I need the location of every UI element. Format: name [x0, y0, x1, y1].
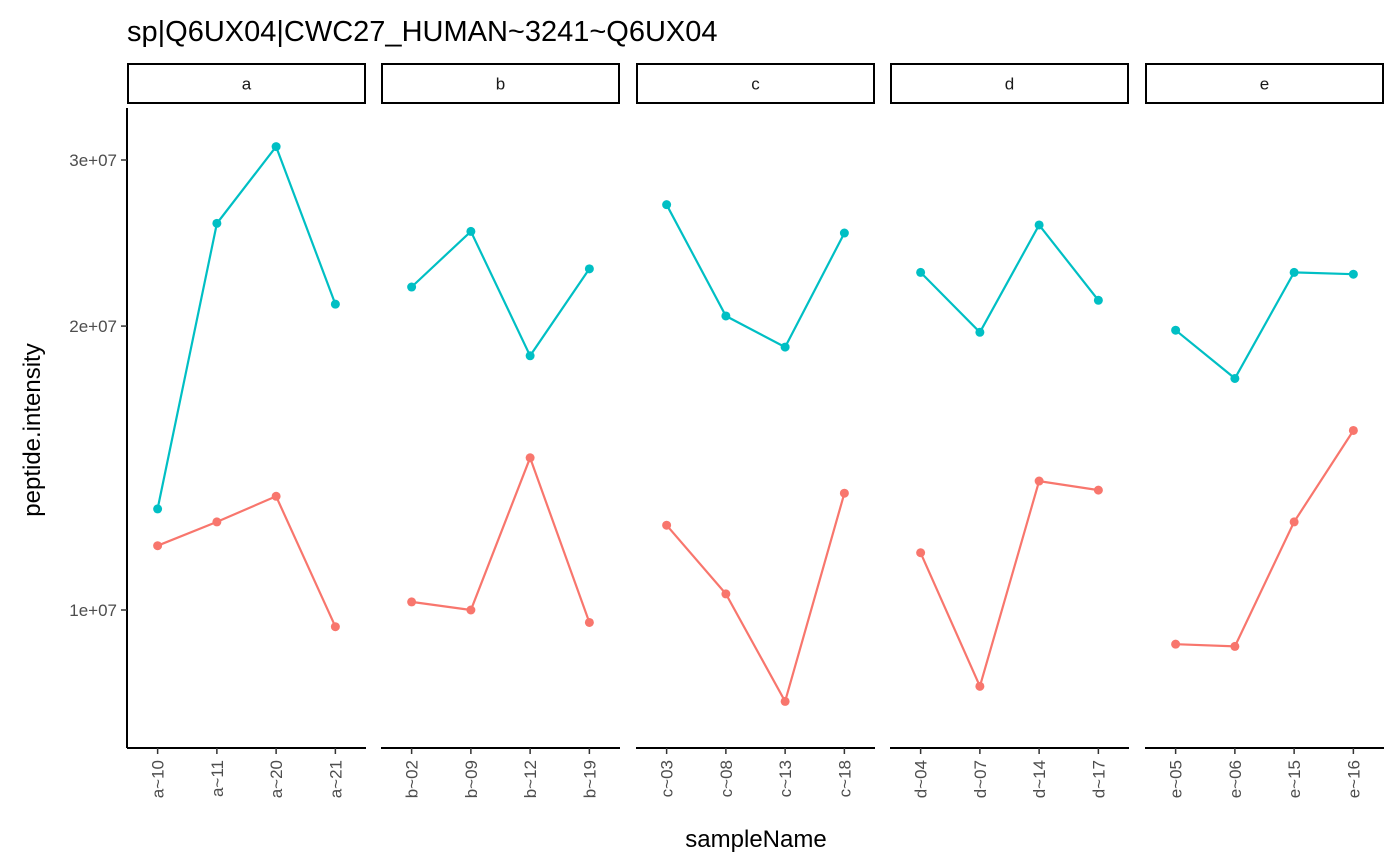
data-point — [975, 681, 985, 691]
x-tick-label: a~20 — [267, 760, 286, 798]
data-point — [721, 589, 731, 599]
x-tick-label: e~05 — [1167, 760, 1186, 798]
facet-strip — [890, 63, 1129, 104]
x-tick-label: e~15 — [1285, 760, 1304, 798]
x-tick-label: b~09 — [462, 760, 481, 798]
data-point — [525, 453, 535, 463]
y-tick-label: 1e+07 — [69, 601, 117, 620]
x-tick-label: e~16 — [1344, 760, 1363, 798]
facet-strip — [636, 63, 875, 104]
data-point — [466, 226, 476, 236]
series-line — [919, 223, 1100, 335]
series-line — [411, 454, 591, 623]
data-point — [153, 504, 163, 514]
series-line — [157, 494, 337, 628]
chart-title: sp|Q6UX04|CWC27_HUMAN~3241~Q6UX04 — [127, 16, 718, 48]
series-line — [1175, 429, 1355, 648]
x-tick-label: d~07 — [971, 760, 990, 798]
series-line — [665, 204, 846, 349]
data-point — [1034, 476, 1044, 486]
facet-strip-label: d — [1005, 75, 1014, 94]
data-point — [1093, 295, 1103, 305]
series-line — [156, 144, 337, 510]
x-tick-label: b~19 — [580, 760, 599, 798]
y-tick-label: 2e+07 — [69, 317, 117, 336]
data-point — [780, 342, 790, 352]
data-point — [721, 311, 731, 321]
x-tick-label: a~11 — [208, 760, 227, 797]
data-point — [1171, 639, 1181, 649]
x-tick-label: c~18 — [835, 760, 854, 797]
x-tick-label: a~10 — [149, 760, 168, 798]
data-point — [1230, 641, 1240, 651]
x-tick-label: a~21 — [326, 760, 345, 798]
x-tick-label: c~03 — [658, 760, 677, 797]
data-point — [525, 351, 535, 361]
data-point — [271, 142, 281, 152]
y-axis-title: peptide.intensity — [19, 343, 46, 516]
facet-strip — [127, 63, 366, 104]
x-tick-label: d~04 — [912, 760, 931, 798]
data-point — [584, 264, 594, 274]
data-point — [466, 605, 476, 615]
data-point — [407, 597, 417, 607]
data-point — [407, 282, 417, 292]
x-tick-label: c~08 — [717, 760, 736, 797]
x-tick-label: d~17 — [1089, 760, 1108, 798]
data-point — [780, 696, 790, 706]
series-line — [410, 229, 591, 359]
data-point — [1171, 325, 1181, 335]
facet-strip-label: a — [242, 75, 252, 94]
y-tick-label: 3e+07 — [69, 151, 117, 170]
data-point — [330, 299, 340, 309]
data-point — [839, 488, 849, 498]
data-point — [1348, 425, 1358, 435]
facet-strip — [381, 63, 620, 104]
data-point — [584, 617, 594, 627]
series-line — [665, 492, 846, 705]
series-line — [1174, 271, 1354, 381]
data-point — [1289, 517, 1299, 527]
data-point — [1093, 485, 1103, 495]
series-line — [919, 479, 1099, 690]
data-point — [330, 622, 340, 632]
facet-strip-label: e — [1260, 75, 1269, 94]
data-point — [662, 520, 672, 530]
facet-strip — [1145, 63, 1384, 104]
data-point — [1230, 373, 1240, 383]
data-point — [975, 327, 985, 337]
x-tick-label: c~13 — [776, 760, 795, 797]
data-point — [1034, 220, 1044, 230]
data-point — [662, 200, 672, 210]
data-point — [1289, 267, 1299, 277]
facet-strip-label: b — [496, 75, 505, 94]
data-point — [153, 541, 163, 551]
x-tick-label: b~12 — [521, 760, 540, 798]
data-point — [916, 548, 926, 558]
data-point — [839, 228, 849, 238]
x-tick-label: b~02 — [403, 760, 422, 798]
data-point — [212, 517, 222, 527]
facet-strip-label: c — [751, 75, 760, 94]
x-axis-title: sampleName — [685, 826, 826, 853]
data-point — [271, 491, 281, 501]
x-tick-label: d~14 — [1030, 760, 1049, 798]
data-point — [212, 218, 222, 228]
data-point — [916, 267, 926, 277]
data-point — [1348, 269, 1358, 279]
x-tick-label: e~06 — [1226, 760, 1245, 798]
plot-area: 1e+07 2e+07 3e+07 a a~10 a~11 a~20 a~21 b b~02 b~0… — [69, 63, 1384, 798]
